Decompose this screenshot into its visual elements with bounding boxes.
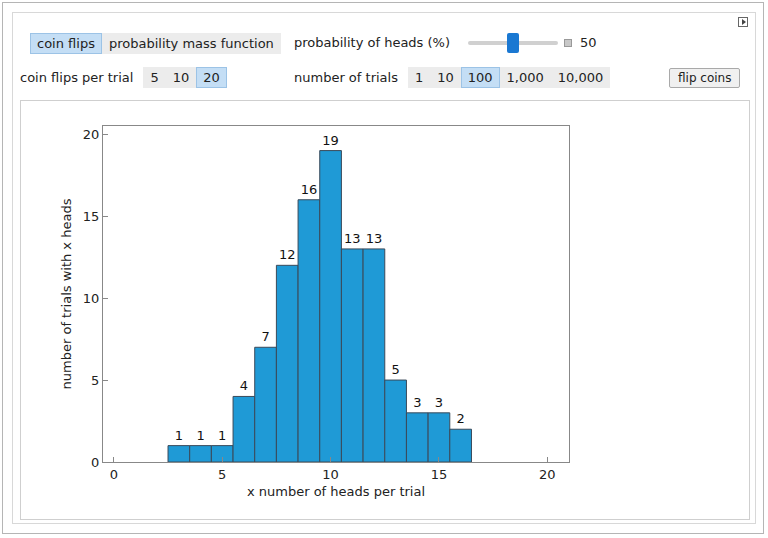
svg-text:1: 1 — [218, 428, 226, 443]
svg-text:15: 15 — [431, 467, 448, 482]
svg-text:12: 12 — [279, 247, 296, 262]
svg-text:5: 5 — [91, 373, 99, 388]
html-text:flip coins: flip coins — [678, 71, 732, 85]
html-text:probability mass function: probability mass function — [108, 36, 274, 51]
svg-text:20: 20 — [83, 127, 100, 142]
html-text:1: 1 — [414, 70, 424, 85]
svg-text:13: 13 — [366, 231, 383, 246]
svg-text:10: 10 — [322, 467, 339, 482]
svg-text:20: 20 — [539, 467, 556, 482]
svg-text:4: 4 — [240, 378, 248, 393]
svg-text:7: 7 — [261, 329, 269, 344]
svg-text:19: 19 — [322, 133, 339, 148]
svg-text:10: 10 — [83, 291, 100, 306]
html-text:10: 10 — [437, 70, 454, 85]
svg-text:1: 1 — [196, 428, 204, 443]
html-text:50: 50 — [580, 35, 597, 50]
html-text:coin flips per trial: coin flips per trial — [20, 70, 134, 85]
svg-text:5: 5 — [218, 467, 226, 482]
html-text:10: 10 — [172, 70, 190, 85]
html-text:number of trials: number of trials — [294, 70, 398, 85]
svg-text:0: 0 — [110, 467, 118, 482]
svg-text:number of trials with x heads: number of trials with x heads — [59, 198, 74, 389]
html-text:100: 100 — [467, 70, 493, 85]
svg-text:5: 5 — [391, 362, 399, 377]
html-text:probability of heads (%): probability of heads (%) — [294, 35, 450, 50]
svg-text:2: 2 — [456, 411, 464, 426]
html-text:1,000: 1,000 — [506, 70, 544, 85]
html-text:10,000: 10,000 — [557, 70, 604, 85]
html-text:coin flips: coin flips — [37, 36, 95, 51]
html-text:20: 20 — [203, 70, 220, 85]
svg-text:16: 16 — [301, 182, 318, 197]
html-text:5: 5 — [150, 70, 159, 85]
svg-text:0: 0 — [91, 455, 99, 470]
svg-text:x number of heads per trial: x number of heads per trial — [247, 484, 425, 499]
svg-text:3: 3 — [435, 395, 443, 410]
svg-text:13: 13 — [344, 231, 361, 246]
svg-text:15: 15 — [83, 209, 100, 224]
svg-text:1: 1 — [175, 428, 183, 443]
svg-text:3: 3 — [413, 395, 421, 410]
